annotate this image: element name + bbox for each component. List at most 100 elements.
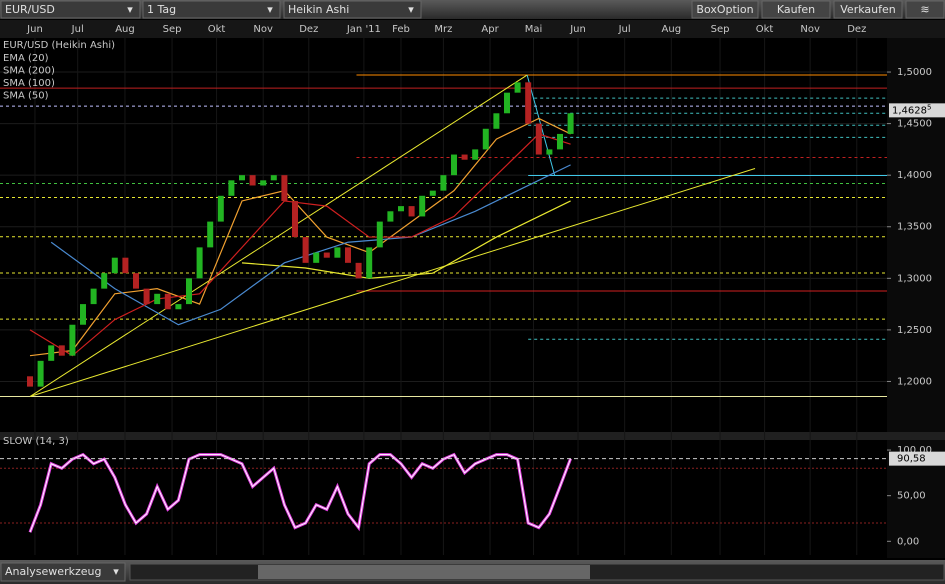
candle: [440, 175, 447, 191]
x-tick-label: Dez: [847, 24, 866, 35]
candle: [334, 247, 341, 258]
dropdown-arrow: ▾: [113, 565, 119, 578]
candle: [397, 206, 404, 212]
candle: [249, 175, 256, 186]
candle: [567, 113, 574, 134]
x-tick-label: Sep: [163, 24, 182, 35]
legend-entry: EMA (20): [3, 53, 49, 64]
candle: [291, 200, 298, 238]
candle: [101, 273, 108, 289]
candle: [79, 304, 86, 325]
candle: [556, 133, 563, 150]
x-tick-label: Mai: [525, 24, 543, 35]
timeframe-dropdown[interactable]: [142, 0, 281, 19]
panel-separator: [0, 432, 945, 440]
y-tick-label: 1,3500: [897, 222, 932, 233]
y-tick-label: 1,4500: [897, 119, 932, 130]
candle: [122, 257, 129, 274]
button-label: Kaufen: [777, 3, 815, 16]
candle: [207, 221, 214, 248]
scrollbar-thumb[interactable]: [258, 565, 590, 579]
candle: [387, 211, 394, 222]
y-tick-label: 100,00: [897, 445, 932, 456]
dropdown-arrow: ▾: [127, 3, 133, 16]
dropdown-arrow: ▾: [408, 3, 414, 16]
candle: [69, 324, 76, 356]
x-tick-label: Aug: [115, 24, 135, 35]
candle: [472, 149, 479, 160]
button-label: Verkaufen: [840, 3, 895, 16]
button[interactable]: [691, 0, 759, 19]
candle: [419, 195, 426, 217]
candle: [175, 304, 182, 310]
candle: [535, 123, 542, 155]
candle: [366, 247, 373, 279]
x-tick-label: Sep: [711, 24, 730, 35]
trend-line: [29, 74, 528, 397]
panel-title: SLOW (14, 3): [3, 436, 69, 447]
candle: [164, 293, 171, 310]
candle: [281, 175, 288, 201]
x-tick-label: Jun: [26, 24, 43, 35]
candle: [260, 180, 267, 186]
candle: [503, 92, 510, 114]
candle: [302, 237, 309, 263]
candle: [111, 257, 118, 274]
candle: [185, 278, 192, 305]
candle: [514, 82, 521, 93]
indicator-line: [241, 200, 571, 279]
x-tick-label: Okt: [756, 24, 774, 35]
x-tick-label: Feb: [392, 24, 410, 35]
timeframe: 1 Tag: [147, 3, 176, 16]
candle: [217, 195, 224, 222]
y-tick-label: 0,00: [897, 536, 919, 547]
price-axis: [887, 38, 945, 558]
y-tick-label: 1,3000: [897, 273, 932, 284]
x-tick-label: Aug: [662, 24, 682, 35]
candle: [461, 154, 468, 160]
candle: [26, 376, 33, 387]
x-tick-label: Nov: [253, 24, 273, 35]
candle: [48, 345, 55, 361]
tool-dropdown[interactable]: [0, 562, 126, 582]
candle: [546, 149, 553, 155]
value-label: 90,58: [897, 454, 926, 465]
symbol: EUR/USD: [5, 3, 55, 16]
candle: [228, 180, 235, 196]
trend-line: [29, 167, 756, 397]
y-tick-label: 1,2000: [897, 376, 932, 387]
y-tick-label: 1,2500: [897, 325, 932, 336]
legend-entry: SMA (100): [3, 78, 55, 89]
indicator-line: [29, 133, 571, 357]
candle: [482, 128, 489, 150]
dropdown-arrow: ▾: [267, 3, 273, 16]
x-tick-label: Jul: [618, 24, 631, 35]
candle: [238, 175, 245, 181]
last-price-label: 1,46285: [892, 103, 931, 116]
legend-entry: SMA (50): [3, 91, 49, 102]
y-tick-label: 1,5000: [897, 67, 932, 78]
x-tick-label: Okt: [208, 24, 226, 35]
time-axis: [0, 20, 945, 38]
candle: [143, 288, 150, 305]
price: 1,4628: [892, 105, 927, 116]
candle: [408, 206, 415, 217]
y-tick-label: 50,00: [897, 491, 926, 502]
candle: [90, 288, 97, 305]
candle: [429, 190, 436, 196]
button[interactable]: [761, 0, 831, 19]
value-box: [889, 451, 945, 466]
button-label: BoxOption: [696, 3, 753, 16]
candle: [58, 345, 65, 356]
x-tick-label: Jul: [71, 24, 84, 35]
style-dropdown[interactable]: [283, 0, 422, 19]
symbol-dropdown[interactable]: [0, 0, 141, 19]
candle: [355, 262, 362, 279]
candle: [493, 113, 500, 129]
x-tick-label: Apr: [481, 24, 499, 35]
candle: [376, 221, 383, 248]
settings-button[interactable]: [905, 0, 945, 19]
x-tick-label: Nov: [800, 24, 820, 35]
button[interactable]: [833, 0, 903, 19]
